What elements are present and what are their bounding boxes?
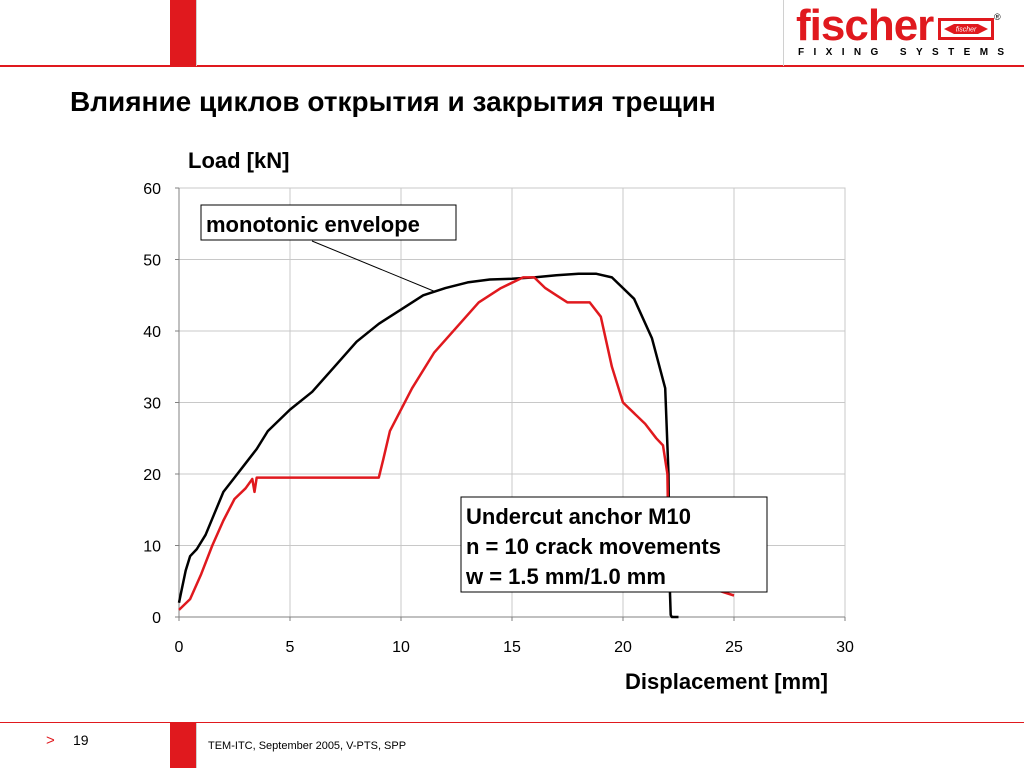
chart-tick-labels: 0 10 20 30 40 50 60 0 5 10 15 20 25 30 — [143, 181, 854, 656]
x-tick-label: 0 — [175, 639, 184, 656]
y-tick-label: 0 — [152, 610, 161, 627]
header-rule — [0, 65, 1024, 67]
logo-badge-icon: fischer — [938, 18, 994, 40]
annotation-envelope-box — [200, 204, 457, 241]
x-tick-label: 10 — [392, 639, 410, 656]
series-line-monotonic — [177, 272, 679, 619]
annotation-info-line-1: Undercut anchor M10 — [466, 504, 691, 529]
series-line-cyclic — [178, 276, 735, 611]
footer-tab-divider — [196, 723, 197, 768]
logo-divider — [783, 0, 784, 66]
annotation-info-line-3: w = 1.5 mm/1.0 mm — [465, 564, 666, 589]
chart-series — [177, 272, 735, 619]
footer-page-number: 19 — [73, 732, 89, 748]
y-tick-label: 10 — [143, 539, 161, 556]
annotation-envelope-label: monotonic envelope — [206, 212, 420, 237]
x-tick-label: 20 — [614, 639, 632, 656]
x-tick-label: 25 — [725, 639, 743, 656]
footer-arrow-icon[interactable]: > — [46, 732, 55, 749]
x-tick-label: 30 — [836, 639, 854, 656]
y-tick-label: 60 — [143, 181, 161, 198]
logo-badge-text: fischer — [956, 27, 977, 34]
annotation-pointer-line — [311, 240, 437, 293]
logo-wordmark: fischer — [796, 1, 934, 50]
y-tick-label: 30 — [143, 396, 161, 413]
footer-text: TEM-ITC, September 2005, V-PTS, SPP — [208, 740, 407, 752]
logo-subtitle: FIXING SYSTEMS — [798, 47, 1014, 58]
header-tab-divider — [196, 0, 197, 66]
page-title: Влияние циклов открытия и закрытия трещи… — [70, 86, 716, 117]
x-tick-label: 15 — [503, 639, 521, 656]
annotation-info-box — [460, 496, 768, 593]
footer-rule — [0, 722, 1024, 723]
y-tick-label: 50 — [143, 253, 161, 270]
y-tick-label: 20 — [143, 467, 161, 484]
y-axis-label: Load [kN] — [188, 148, 289, 173]
header-red-tab — [170, 0, 196, 66]
annotation-info-line-2: n = 10 crack movements — [466, 534, 721, 559]
x-tick-label: 5 — [286, 639, 295, 656]
x-axis-label: Displacement [mm] — [625, 669, 828, 694]
registered-mark: ® — [994, 12, 1001, 22]
y-tick-label: 40 — [143, 324, 161, 341]
footer-red-tab — [170, 723, 196, 768]
